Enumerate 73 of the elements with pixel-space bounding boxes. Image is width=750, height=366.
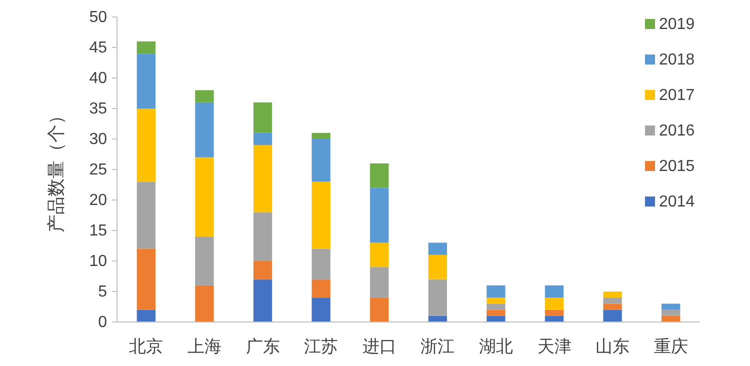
bar xyxy=(312,298,330,322)
bar xyxy=(486,310,506,316)
bar xyxy=(370,267,389,298)
bar xyxy=(195,90,214,102)
bar xyxy=(195,236,214,286)
bar xyxy=(312,279,330,298)
bar xyxy=(312,132,330,139)
bar xyxy=(195,285,214,322)
bar xyxy=(486,298,506,304)
bar xyxy=(312,182,330,249)
x-tick-label: 江苏 xyxy=(304,337,338,356)
bar xyxy=(370,188,389,243)
y-tick-label: 15 xyxy=(89,222,108,240)
bar xyxy=(253,261,272,280)
legend-label: 2019 xyxy=(659,16,695,33)
bar xyxy=(136,54,156,108)
x-tick-label: 山东 xyxy=(596,337,630,356)
y-tick-label: 45 xyxy=(89,40,108,56)
bar xyxy=(195,157,214,237)
x-tick-label: 重庆 xyxy=(654,337,688,356)
y-tick-label: 5 xyxy=(98,284,108,300)
bar xyxy=(428,254,447,280)
bar xyxy=(253,145,272,212)
bar xyxy=(136,310,156,322)
bar xyxy=(253,132,272,146)
y-tick-label: 30 xyxy=(89,131,108,148)
legend-label: 2016 xyxy=(659,122,695,140)
bar xyxy=(312,139,330,182)
x-tick-label: 浙江 xyxy=(420,337,455,356)
y-tick-label: 40 xyxy=(89,70,108,87)
bar xyxy=(428,279,447,316)
y-tick-label: 50 xyxy=(89,9,108,26)
bar xyxy=(662,310,680,316)
legend-label: 2015 xyxy=(659,158,695,175)
x-tick-label: 湖北 xyxy=(478,337,513,356)
bar xyxy=(428,242,447,255)
y-tick-label: 25 xyxy=(89,162,108,178)
bar xyxy=(253,279,272,322)
x-tick-label: 广东 xyxy=(246,337,280,356)
bar xyxy=(603,310,622,322)
y-tick-label: 0 xyxy=(98,314,108,331)
legend-label: 2018 xyxy=(659,52,695,68)
bar xyxy=(370,163,389,188)
bar xyxy=(136,182,156,249)
x-tick-label: 进口 xyxy=(362,337,396,356)
bar xyxy=(662,304,680,310)
bar xyxy=(603,298,622,304)
bar xyxy=(603,292,622,298)
bar xyxy=(370,242,389,268)
bar xyxy=(603,304,622,310)
x-tick-label: 北京 xyxy=(129,337,164,356)
bar xyxy=(312,248,330,280)
legend-label: 2017 xyxy=(659,87,695,104)
y-tick-label: 10 xyxy=(89,253,108,270)
bar xyxy=(486,316,506,322)
bar xyxy=(544,285,564,298)
bar xyxy=(136,108,156,182)
x-tick-label: 天津 xyxy=(537,337,572,356)
bar xyxy=(136,248,156,310)
bar xyxy=(253,102,272,133)
bar xyxy=(544,298,564,310)
bar xyxy=(486,285,506,298)
y-tick-label: 20 xyxy=(89,192,108,209)
bar xyxy=(544,310,564,316)
x-tick-label: 上海 xyxy=(187,337,222,356)
legend-label: 2014 xyxy=(659,194,695,210)
bar xyxy=(370,298,389,322)
bar xyxy=(136,41,156,54)
y-axis-title: 产品数量（个） xyxy=(46,106,66,232)
bar xyxy=(253,212,272,261)
bar xyxy=(486,304,506,310)
y-tick-label: 35 xyxy=(89,100,108,118)
bar xyxy=(195,102,214,158)
